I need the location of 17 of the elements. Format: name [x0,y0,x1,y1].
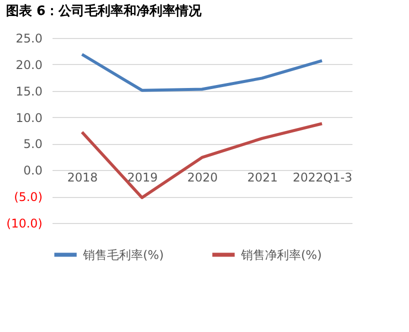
chart-title: 图表 6：公司毛利率和净利率情况 [6,3,202,19]
x-tick-label: 2021 [247,170,278,185]
legend-label: 销售净利率(%) [240,248,322,262]
y-tick-label: 15.0 [16,84,42,98]
y-tick-label: 0.0 [23,164,42,178]
x-tick-label: 2018 [67,170,98,185]
x-tick-label: 2022Q1-3 [292,170,352,185]
y-tick-label: 10.0 [16,110,42,125]
x-tick-label: 2019 [127,170,158,185]
y-tick-label: 20.0 [16,58,42,72]
y-tick-label: (10.0) [6,216,42,230]
legend-label: 销售毛利率(%) [82,248,164,262]
line-series [80,52,324,92]
y-tick-label: 5.0 [23,137,42,152]
y-tick-label: (5.0) [14,190,42,204]
y-tick-label: 25.0 [16,32,42,46]
x-tick-label: 2020 [187,170,218,185]
